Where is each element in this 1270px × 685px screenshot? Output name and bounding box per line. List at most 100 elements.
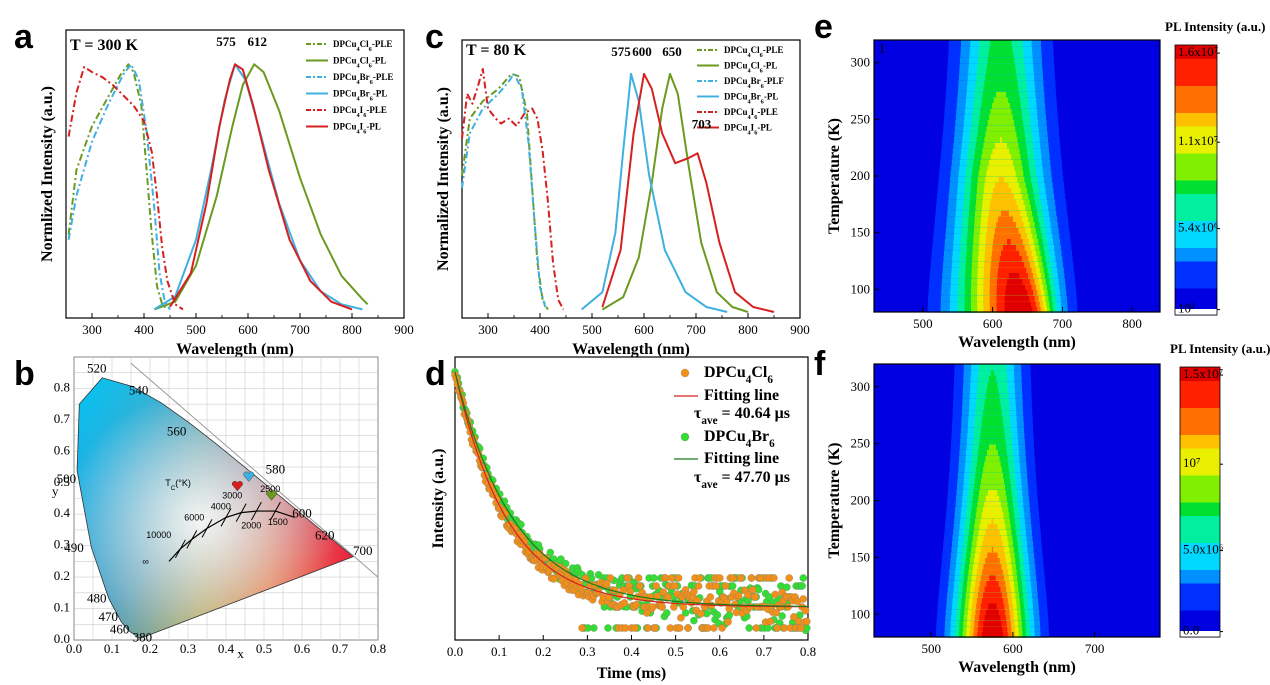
peak-label: 650: [662, 44, 682, 59]
decay-point-cl: [606, 574, 615, 582]
heatmap-cell: [1002, 244, 1016, 251]
y-tick-label: 0.6: [54, 442, 71, 457]
decay-point-cl: [751, 593, 759, 601]
x-tick-label: 600: [634, 322, 654, 337]
colorbar-tick-label: 0.0: [1183, 623, 1199, 638]
panel-f: 500 600 700 100 150 200 250 300 Wavelength (nm) T…: [826, 341, 1270, 676]
wavelength-label: 520: [87, 361, 107, 376]
y-tick-label: 0.8: [54, 379, 70, 394]
peak-label: 575: [216, 34, 236, 49]
decay-point-cl: [659, 588, 668, 596]
isotherm-tick: [220, 508, 232, 527]
decay-point-cl: [790, 613, 798, 621]
legend-text: = 47.70 μs: [718, 469, 790, 486]
decay-point-cl: [770, 574, 778, 582]
heatmap-cell: [996, 221, 1016, 228]
legend-entry: DPCu4Cl6-PL: [724, 61, 777, 75]
heatmap-cell: [981, 477, 1004, 485]
decay-point-br: [725, 611, 733, 619]
colorbar-step: [1175, 166, 1217, 181]
y-axis-label: Temperature (K): [826, 443, 843, 559]
colorbar-step: [1175, 112, 1217, 127]
heatmap-cell: [989, 204, 1019, 211]
decay-point-cl: [632, 600, 640, 609]
heatmap-cell: [989, 443, 996, 450]
decay-point-cl: [728, 574, 737, 582]
decay-point-cl: [646, 593, 655, 601]
series-line-DPCu4Cl6-PL: [601, 72, 749, 313]
x-axis-label: Wavelength (nm): [176, 341, 294, 358]
panel-a: 300 400 500 600 700 800 900 Wavelength (nm) Norm…: [39, 29, 414, 358]
heatmap-cell: [987, 57, 1015, 64]
heatmap-cell: [994, 232, 1021, 239]
heatmap-cell: [982, 568, 1003, 576]
colorbar-step: [1175, 220, 1217, 235]
x-tick-label: 0.0: [447, 644, 463, 659]
decay-point-cl: [721, 582, 730, 590]
decay-point-cl: [624, 574, 632, 582]
legend-text: τ: [694, 405, 702, 422]
y-tick-label: 300: [851, 379, 871, 394]
peak-label: 703: [692, 116, 712, 131]
y-tick-label: 0.1: [54, 600, 70, 615]
heatmap-cell: [983, 85, 1019, 92]
wavelength-label: 380: [133, 630, 153, 645]
colorbar-step: [1175, 207, 1217, 221]
legend-entry: DPCu4Br6: [704, 428, 775, 450]
heatmap-cell: [981, 511, 1004, 519]
panel-letter-f: f: [814, 345, 826, 383]
y-axis-label: Temperature (K): [826, 118, 843, 234]
legend-entry: DPCu4Cl6-PL: [333, 56, 386, 70]
heatmap-cell: [985, 392, 1000, 399]
heatmap-cell: [1001, 249, 1020, 256]
x-tick-label: 0.6: [712, 644, 729, 659]
decay-point-cl: [737, 574, 745, 582]
heatmap-cell: [992, 147, 1010, 154]
x-tick-label: 0.4: [218, 641, 235, 656]
x-tick-label: 900: [394, 322, 414, 337]
heatmap-cell: [1004, 300, 1031, 307]
heatmap-cell: [978, 364, 1007, 371]
x-tick-label: 0.0: [66, 641, 82, 656]
heatmap-cell: [1004, 306, 1033, 313]
decay-point-cl: [697, 609, 705, 618]
heatmap-cell: [980, 426, 1005, 433]
decay-point-br: [783, 583, 791, 591]
colorbar-step: [1180, 380, 1220, 395]
y-tick-label: 0.2: [54, 568, 70, 583]
heatmap-cell: [986, 580, 999, 587]
legend-marker: [680, 432, 690, 442]
y-axis-label: Intensity (a.u.): [430, 448, 447, 548]
heatmap-cell: [985, 557, 1000, 564]
y-tick-label: 0.3: [54, 537, 70, 552]
heatmap-cell: [991, 546, 994, 553]
y-axis-label: y: [52, 483, 59, 498]
series-line-DPCu4I6-PL: [601, 72, 775, 313]
y-tick-label: 100: [851, 606, 871, 621]
decay-point-br: [650, 574, 658, 582]
decay-point-cl: [634, 574, 643, 582]
colorbar-step: [1175, 72, 1217, 86]
temperature-annotation: T = 80 K: [466, 42, 527, 59]
heatmap-cell: [988, 375, 997, 382]
x-tick-label: 800: [342, 322, 362, 337]
series-line-DPCu4Br6-PL: [153, 63, 363, 311]
decay-point-br: [690, 616, 698, 625]
heatmap-cell: [988, 51, 1014, 58]
heatmap-cell: [983, 466, 1002, 473]
legend-text: Fitting line: [704, 387, 779, 404]
heatmap-cell: [989, 159, 1013, 166]
colorbar-tick-label: 1.6x10⁷: [1178, 44, 1218, 59]
legend-entry: Fitting line: [704, 387, 779, 404]
colorbar-step: [1180, 394, 1220, 408]
series-line-DPCu4Cl6-PLE: [67, 63, 169, 311]
heatmap-cell: [998, 261, 1025, 268]
wavelength-label: 470: [98, 609, 118, 624]
isotherm-tick: [174, 539, 186, 559]
colorbar-step: [1180, 434, 1220, 449]
heatmap-cell: [1004, 295, 1030, 302]
y-tick-label: 200: [851, 168, 871, 183]
x-tick-label: 800: [1122, 316, 1142, 331]
colorbar-step: [1180, 569, 1220, 584]
heatmap-cell: [988, 602, 997, 610]
